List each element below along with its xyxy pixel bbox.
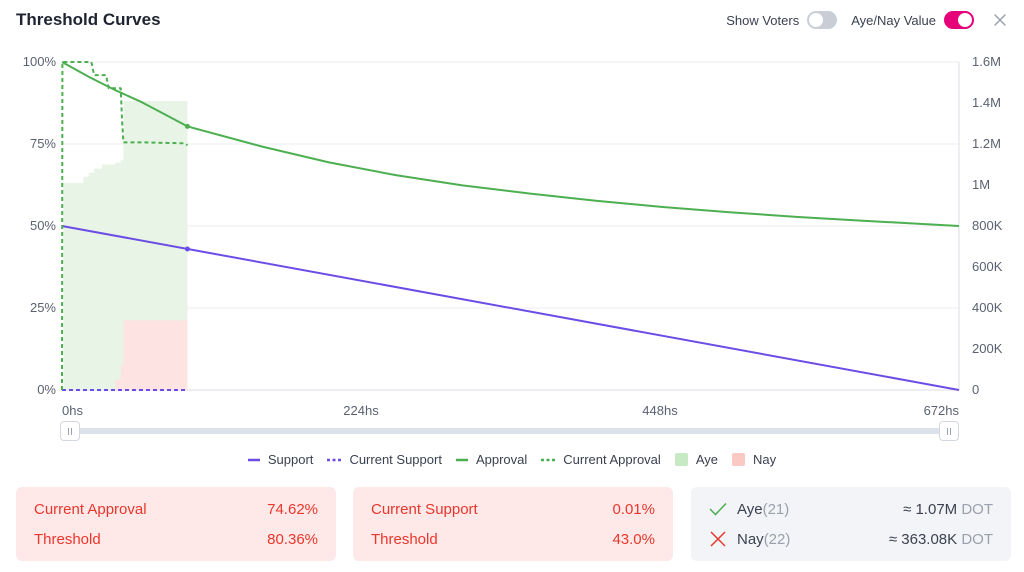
- area-nay: [62, 315, 188, 390]
- legend-label: Nay: [752, 452, 777, 467]
- toggle-knob: [809, 13, 824, 27]
- show-voters-toggle[interactable]: [807, 11, 838, 29]
- x-tick-label: 0hs: [62, 403, 83, 418]
- legend-nay[interactable]: Nay: [731, 452, 777, 467]
- threshold-chart: 0% 25% 50% 75% 100% 0 200K 400K 600K 800K 1M 1.2M 1.…: [23, 54, 1003, 418]
- current-support-label: Current Support: [371, 500, 478, 518]
- dashed-line-icon: [327, 458, 342, 461]
- legend-current-support[interactable]: Current Support: [327, 452, 442, 467]
- legend-support[interactable]: Support: [247, 452, 314, 467]
- aye-value: ≈ 1.07M: [903, 500, 958, 518]
- y-tick-label-right: 200K: [972, 341, 1003, 356]
- aye-label: Aye: [737, 500, 763, 518]
- aye-nay-value-label: Aye/Nay Value: [851, 12, 936, 28]
- current-support-value: 0.01%: [612, 500, 655, 518]
- legend-label: Current Support: [349, 452, 442, 467]
- toggle-knob: [958, 13, 972, 27]
- close-icon: [994, 14, 1006, 26]
- aye-swatch: [674, 453, 688, 466]
- page-title: Threshold Curves: [16, 10, 161, 29]
- aye-count: (21): [762, 500, 790, 518]
- legend-label: Approval: [475, 452, 528, 467]
- approval-card: Current Approval 74.62% Threshold 80.36%: [16, 487, 336, 561]
- current-approval-label: Current Approval: [34, 500, 147, 518]
- solid-line-icon: [455, 458, 468, 461]
- votes-card: Aye (21) ≈ 1.07M DOT Nay (22) ≈ 363.08K …: [691, 487, 1011, 561]
- nay-label: Nay: [737, 530, 764, 548]
- approval-threshold-label: Threshold: [34, 530, 101, 548]
- series-marker: [184, 123, 190, 129]
- y-tick-label-left: 25%: [30, 300, 56, 315]
- check-icon: [709, 502, 727, 516]
- series-marker: [184, 246, 190, 252]
- y-tick-label-left: 50%: [30, 218, 56, 233]
- series-support: [61, 225, 960, 391]
- nay-unit: DOT: [961, 530, 993, 548]
- y-tick-label-right: 400K: [972, 300, 1003, 315]
- nay-count: (22): [763, 530, 791, 548]
- y-tick-label-right: 1.4M: [972, 95, 1001, 110]
- support-card: Current Support 0.01% Threshold 43.0%: [353, 487, 673, 561]
- aye-unit: DOT: [961, 500, 993, 518]
- slider-handle-start[interactable]: [60, 421, 80, 441]
- y-tick-label-right: 1M: [972, 177, 990, 192]
- show-voters-label: Show Voters: [726, 12, 800, 28]
- current-approval-value: 74.62%: [267, 500, 318, 518]
- x-tick-label: 448hs: [642, 403, 678, 418]
- dashed-line-icon: [541, 458, 556, 461]
- legend-approval[interactable]: Approval: [455, 452, 528, 467]
- series-current-approval: [61, 61, 189, 391]
- series-approval: [61, 61, 960, 227]
- y-tick-label-right: 600K: [972, 259, 1003, 274]
- y-tick-label-left: 75%: [30, 136, 56, 151]
- x-tick-label: 224hs: [343, 403, 379, 418]
- y-tick-label-right: 800K: [972, 218, 1003, 233]
- approval-threshold-value: 80.36%: [267, 530, 318, 548]
- legend-label: Aye: [695, 452, 718, 467]
- time-range-slider[interactable]: [60, 421, 959, 441]
- solid-line-icon: [247, 458, 260, 461]
- cross-icon: [710, 531, 726, 547]
- slider-track[interactable]: [68, 428, 951, 434]
- y-tick-label-left: 100%: [23, 54, 57, 69]
- nay-swatch: [731, 453, 745, 466]
- support-threshold-label: Threshold: [371, 530, 438, 548]
- legend-label: Current Approval: [563, 452, 661, 467]
- toolbar: Show Voters Aye/Nay Value: [726, 11, 1008, 29]
- legend-aye[interactable]: Aye: [674, 452, 718, 467]
- legend-label: Support: [267, 452, 314, 467]
- y-tick-label-right: 1.2M: [972, 136, 1001, 151]
- y-tick-label-right: 0: [972, 382, 979, 397]
- nay-value: ≈ 363.08K: [888, 530, 958, 548]
- aye-nay-value-toggle[interactable]: [944, 11, 974, 29]
- y-tick-label-right: 1.6M: [972, 54, 1001, 69]
- slider-handle-end[interactable]: [939, 421, 959, 441]
- support-threshold-value: 43.0%: [612, 530, 655, 548]
- chart-legend: Support Current Support Approval Current…: [0, 452, 1024, 467]
- close-button[interactable]: [992, 12, 1008, 28]
- legend-current-approval[interactable]: Current Approval: [541, 452, 661, 467]
- x-tick-label: 672hs: [924, 403, 960, 418]
- area-aye: [62, 100, 188, 390]
- y-tick-label-left: 0%: [37, 382, 56, 397]
